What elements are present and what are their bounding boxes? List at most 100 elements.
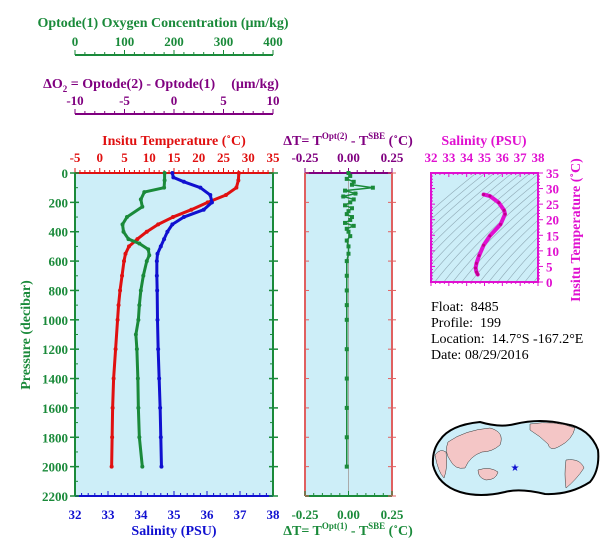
- delta-t-point: [351, 223, 356, 228]
- density-contour: [431, 173, 486, 220]
- ts-series: [473, 192, 508, 277]
- density-contour: [431, 173, 531, 266]
- temperature-point: [236, 171, 241, 175]
- temperature-point: [236, 178, 241, 183]
- delta-t-point: [351, 197, 356, 202]
- temperature-point: [156, 222, 161, 227]
- ts-x-tick-label: 34: [460, 150, 474, 165]
- ts-point: [474, 270, 478, 274]
- temperature-axis-tick-label: 15: [168, 150, 182, 165]
- density-contour: [515, 255, 538, 282]
- delta-o2-axis-tick-label: 5: [220, 93, 227, 108]
- ts-point: [499, 222, 503, 226]
- ts-point: [488, 234, 492, 238]
- density-contour: [524, 265, 538, 282]
- oxygen-point: [120, 222, 125, 227]
- float-id: 8485: [470, 300, 499, 315]
- salinity-point: [155, 317, 160, 322]
- density-contour: [443, 188, 538, 282]
- oxygen-axis-tick-label: 200: [164, 34, 184, 49]
- world-map: ★: [431, 420, 600, 496]
- oxygen-point: [142, 190, 147, 195]
- delta-o2-axis-tick-label: -10: [66, 93, 83, 108]
- salinity-axis-label: Salinity (PSU): [131, 524, 217, 539]
- delta-t-point: [346, 229, 351, 234]
- temperature-axis-tick-label: 10: [143, 150, 156, 165]
- delta-t-point: [344, 212, 349, 217]
- delta-t-point: [344, 376, 349, 381]
- delta-t-point: [348, 173, 353, 178]
- ts-y-tick-label: 25: [546, 197, 560, 212]
- temperature-point: [189, 207, 194, 212]
- delta-o2-axis-tick-label: 10: [267, 93, 280, 108]
- salinity-point: [209, 200, 214, 205]
- ts-point: [482, 192, 486, 196]
- ts-x-tick-label: 36: [496, 150, 510, 165]
- ts-y-tick-label: 15: [546, 228, 560, 243]
- ts-y-tick-label: 35: [546, 166, 560, 181]
- oxygen-axis: 0 100 200 300 400: [72, 34, 283, 56]
- temperature-point: [223, 193, 228, 198]
- map-land-australia: [477, 468, 499, 481]
- temperature-point: [171, 215, 176, 220]
- delta-o2-axis-tick-label: 0: [171, 93, 178, 108]
- temperature-axis-tick-label: -5: [70, 150, 81, 165]
- oxygen-point: [140, 464, 145, 469]
- delta-t-point: [344, 288, 349, 293]
- temperature-point: [110, 405, 115, 410]
- pressure-tick-label: 2000: [42, 460, 68, 475]
- delta-t-point: [349, 182, 354, 187]
- salinity-point: [165, 229, 170, 234]
- location: 14.7°S -167.2°E: [491, 332, 584, 347]
- temperature-point: [110, 435, 115, 440]
- salinity-point: [198, 185, 203, 190]
- float-location-star-icon: ★: [511, 463, 520, 474]
- oxygen-point: [134, 347, 139, 352]
- temperature-axis-tick-label: 30: [242, 150, 255, 165]
- delta-t-point: [343, 220, 348, 225]
- oxygen-axis-label: Optode(1) Oxygen Concentration (µm/kg): [37, 16, 288, 31]
- oxygen-point: [137, 435, 142, 440]
- temperature-point: [115, 317, 120, 322]
- delta-t-bottom-tick-label: -0.25: [291, 507, 319, 522]
- salinity-axis-tick-label: 32: [69, 507, 82, 522]
- pressure-tick-label: 1400: [42, 372, 68, 387]
- density-contour: [431, 173, 513, 246]
- salinity-axis-tick-label: 34: [135, 507, 149, 522]
- oxygen-point: [138, 197, 143, 202]
- oxygen-axis-tick-label: 300: [214, 34, 234, 49]
- temperature-point: [118, 288, 123, 293]
- ts-point: [477, 254, 481, 258]
- delta-t-point: [344, 405, 349, 410]
- delta-t-point: [344, 464, 349, 469]
- salinity-point: [159, 464, 164, 469]
- salinity-point: [155, 288, 160, 293]
- oxygen-axis-tick-label: 100: [115, 34, 135, 49]
- pressure-tick-label: 1200: [42, 342, 68, 357]
- oxygen-point: [138, 288, 143, 293]
- delta-t-point: [344, 226, 349, 231]
- temperature-point: [123, 251, 128, 256]
- ts-y-tick-label: 10: [546, 244, 559, 259]
- map-land-north-america: [529, 422, 576, 449]
- pressure-axis-label: Pressure (decibar): [19, 280, 34, 390]
- salinity-point: [154, 273, 159, 278]
- density-contour: [602, 163, 608, 287]
- density-contour: [584, 163, 608, 287]
- delta-t-bottom-tick-label: 0.00: [337, 507, 360, 522]
- location-row: Location: 14.7°S -167.2°E: [431, 332, 584, 347]
- temperature-point: [234, 185, 239, 190]
- pressure-tick-label: 400: [49, 225, 69, 240]
- delta-t-point: [343, 203, 348, 208]
- pressure-tick-label: 1800: [42, 430, 68, 445]
- salinity-axis-tick-label: 35: [168, 507, 182, 522]
- salinity-axis-tick-label: 38: [267, 507, 281, 522]
- temperature-point: [109, 464, 114, 469]
- oxygen-point: [162, 178, 167, 183]
- temperature-point: [126, 244, 131, 249]
- density-contour: [431, 173, 495, 229]
- profile-row: Profile: 199: [431, 316, 501, 331]
- ts-salinity-label: Salinity (PSU): [441, 134, 527, 149]
- ts-x-tick-label: 35: [478, 150, 492, 165]
